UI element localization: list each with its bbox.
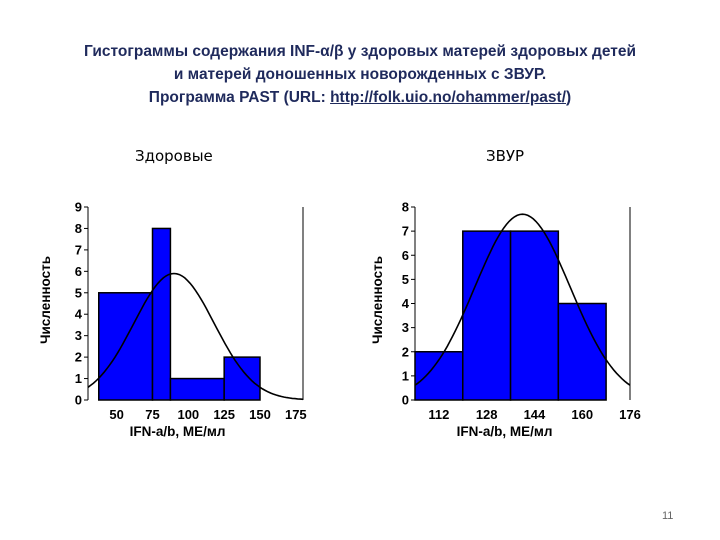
slide-title: Гистограммы содержания INF-α/β у здоровы… [0, 40, 720, 109]
right-y-axis-label: Численность [370, 256, 385, 344]
left-histogram-bar [223, 356, 261, 401]
left-y-tick-label: 7 [75, 242, 82, 257]
chart-right-title: ЗВУР [486, 147, 525, 165]
right-x-tick-label: 160 [571, 407, 593, 422]
left-y-tick-label: 4 [75, 307, 83, 322]
title-line-3-suffix: ) [566, 89, 572, 106]
left-y-tick-label: 8 [75, 221, 82, 236]
right-y-tick-label: 0 [402, 393, 409, 408]
left-y-tick-label: 9 [75, 200, 82, 215]
right-normal-curve [414, 213, 631, 386]
left-x-tick-label: 150 [249, 407, 271, 422]
right-y-tick-label: 2 [402, 344, 409, 359]
right-histogram-bar [557, 302, 607, 401]
title-line-1: Гистограммы содержания INF-α/β у здоровы… [83, 43, 637, 60]
right-y-tick-label: 8 [402, 200, 409, 215]
right-histogram-bar [462, 230, 512, 401]
right-x-tick-label: 112 [428, 407, 449, 422]
title-line-3-prefix: Программа PAST (URL: [148, 89, 331, 106]
right-y-tick-label: 5 [402, 272, 409, 287]
left-y-tick-label: 3 [75, 328, 82, 343]
left-x-tick-label: 125 [213, 407, 235, 422]
right-x-axis-label: IFN-a/b, МЕ/мл [457, 424, 553, 439]
right-histogram-bar [509, 230, 560, 401]
left-y-tick-label: 0 [75, 393, 82, 408]
left-y-axis-label: Численность [38, 256, 53, 344]
left-x-tick-label: 100 [177, 407, 199, 422]
left-x-axis-label: IFN-a/b, МЕ/мл [130, 424, 226, 439]
left-y-tick-label: 6 [75, 264, 82, 279]
left-histogram-bar [98, 292, 154, 401]
left-histogram-bar [151, 227, 172, 401]
chart-left-title: Здоровые [135, 147, 213, 165]
right-x-tick-label: 144 [524, 407, 546, 422]
right-x-tick-label: 176 [619, 407, 641, 422]
slide-number: 11 [662, 510, 674, 522]
left-x-tick-label: 50 [109, 407, 123, 422]
past-url-link[interactable]: http://folk.uio.no/ohammer/past/ [330, 89, 567, 106]
left-histogram-bar [169, 377, 225, 401]
left-y-tick-label: 1 [75, 371, 82, 386]
left-x-tick-label: 75 [145, 407, 159, 422]
title-line-2: и матерей доношенных новорожденных с ЗВУ… [173, 66, 547, 83]
right-y-tick-label: 7 [402, 224, 409, 239]
right-y-tick-label: 4 [402, 296, 410, 311]
left-normal-curve [87, 272, 304, 401]
title-line-3: Программа PAST (URL: http://folk.uio.no/… [0, 86, 720, 109]
right-y-tick-label: 6 [402, 248, 409, 263]
left-y-tick-label: 2 [75, 350, 82, 365]
right-y-tick-label: 1 [402, 368, 409, 383]
right-x-tick-label: 128 [476, 407, 498, 422]
left-y-tick-label: 5 [75, 285, 82, 300]
right-y-tick-label: 3 [402, 320, 409, 335]
left-x-tick-label: 175 [285, 407, 307, 422]
